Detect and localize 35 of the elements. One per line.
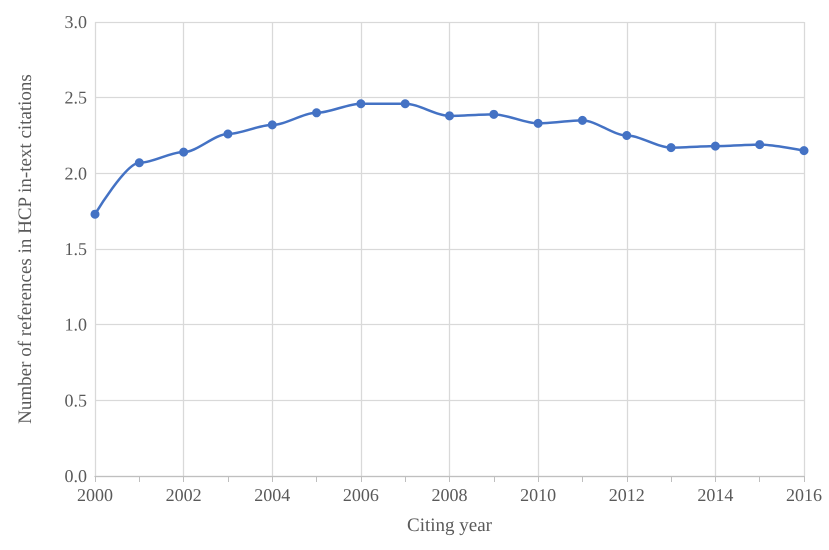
x-tick-label: 2000 — [77, 485, 113, 505]
x-tick-label: 2004 — [254, 485, 290, 505]
x-tick-label: 2008 — [432, 485, 468, 505]
point — [578, 116, 587, 125]
x-tick-label: 2016 — [786, 485, 822, 505]
x-tick-label: 2006 — [342, 485, 379, 505]
point — [312, 108, 322, 118]
point — [489, 110, 498, 119]
x-tick-label: 2010 — [520, 485, 556, 505]
point — [134, 158, 144, 168]
x-axis-title: Citing year — [407, 515, 493, 536]
point — [534, 118, 543, 128]
point — [268, 120, 277, 130]
x-tick-label: 2012 — [608, 485, 645, 505]
y-tick-label: 2.5 — [64, 88, 87, 108]
point — [356, 99, 366, 108]
point — [622, 131, 632, 140]
y-tick-label: 1.0 — [64, 314, 87, 335]
point — [445, 111, 454, 120]
point — [223, 129, 232, 138]
point — [666, 143, 676, 152]
x-tick-label: 2002 — [166, 485, 202, 505]
y-tick-label: 2.0 — [64, 163, 87, 184]
point — [179, 148, 188, 157]
y-tick-label: 1.5 — [64, 239, 87, 259]
y-tick-label: 3.0 — [64, 12, 87, 32]
point — [90, 210, 100, 219]
point — [755, 140, 764, 150]
y-axis-title: Number of references in HCP in-text citations — [15, 74, 36, 424]
y-tick-label: 0.0 — [64, 466, 87, 486]
y-tick-label: 0.5 — [64, 390, 87, 410]
point — [710, 142, 720, 151]
x-tick-label: 2014 — [697, 485, 734, 505]
point — [800, 146, 808, 156]
point — [400, 99, 410, 108]
